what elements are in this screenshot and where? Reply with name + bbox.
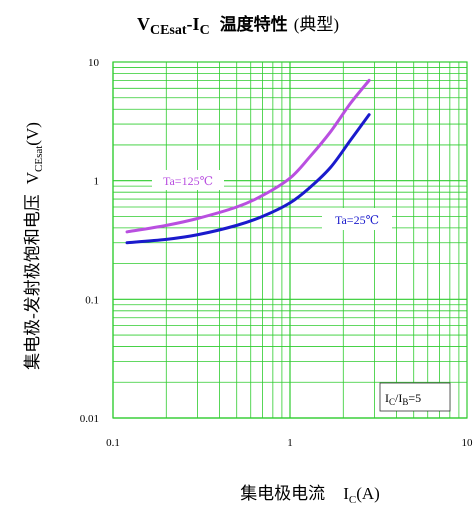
- series-line-1: [125, 113, 371, 245]
- series-layer: [125, 78, 371, 245]
- series-line-0: [125, 78, 371, 234]
- cond-value: =5: [408, 391, 421, 405]
- chart-title: VCEsat-IC 温度特性 (典型): [137, 14, 339, 38]
- condition-text: IC/IB=5: [385, 391, 421, 407]
- title-dash: -: [187, 14, 193, 34]
- xlabel-i-sub: C: [349, 494, 356, 506]
- title-i: I: [193, 14, 200, 34]
- ylabel-v: V: [23, 171, 42, 184]
- ticks-layer: 0.1 1 10 0.01 0.1 1 10: [80, 57, 473, 449]
- grid: [112, 62, 467, 419]
- title-v-sub: CEsat: [150, 23, 187, 38]
- ylabel-v-sub: CEsat: [33, 146, 45, 172]
- condition-box: IC/IB=5: [379, 382, 451, 412]
- title-cn: 温度特性: [220, 14, 288, 34]
- cond-i2: I: [398, 391, 402, 405]
- cond-slash: /: [395, 391, 399, 405]
- ylabel-unit: (V): [23, 122, 42, 146]
- x-tick-label-1: 1: [287, 437, 293, 449]
- label-ta-125: Ta=125℃: [163, 174, 213, 188]
- xlabel-unit: (A): [356, 484, 380, 503]
- label-ta-25: Ta=25℃: [335, 213, 379, 227]
- cond-i1: I: [385, 391, 389, 405]
- y-tick-label-3: 10: [88, 57, 100, 69]
- xlabel-i: I: [343, 484, 349, 503]
- label-box-25: Ta=25℃: [322, 208, 392, 230]
- title-paren: (典型): [294, 15, 339, 34]
- label-box-125: Ta=125℃: [152, 170, 224, 190]
- y-axis-label: 集电极-发射极饱和电压 VCEsat(V): [23, 122, 45, 370]
- x-tick-label-0: 0.1: [106, 437, 120, 449]
- y-tick-label-1: 0.1: [85, 294, 99, 306]
- y-tick-label-0: 0.01: [80, 413, 99, 425]
- title-i-sub: C: [200, 23, 210, 38]
- ylabel-cn: 集电极-发射极饱和电压: [23, 194, 42, 370]
- title-v: V: [137, 14, 150, 34]
- x-tick-label-2: 10: [462, 437, 474, 449]
- cond-i2-sub: B: [402, 397, 408, 407]
- xlabel-cn: 集电极电流: [240, 484, 325, 503]
- y-tick-label-2: 1: [94, 176, 100, 188]
- cond-i1-sub: C: [389, 397, 395, 407]
- x-axis-label: 集电极电流 IC(A): [240, 484, 380, 506]
